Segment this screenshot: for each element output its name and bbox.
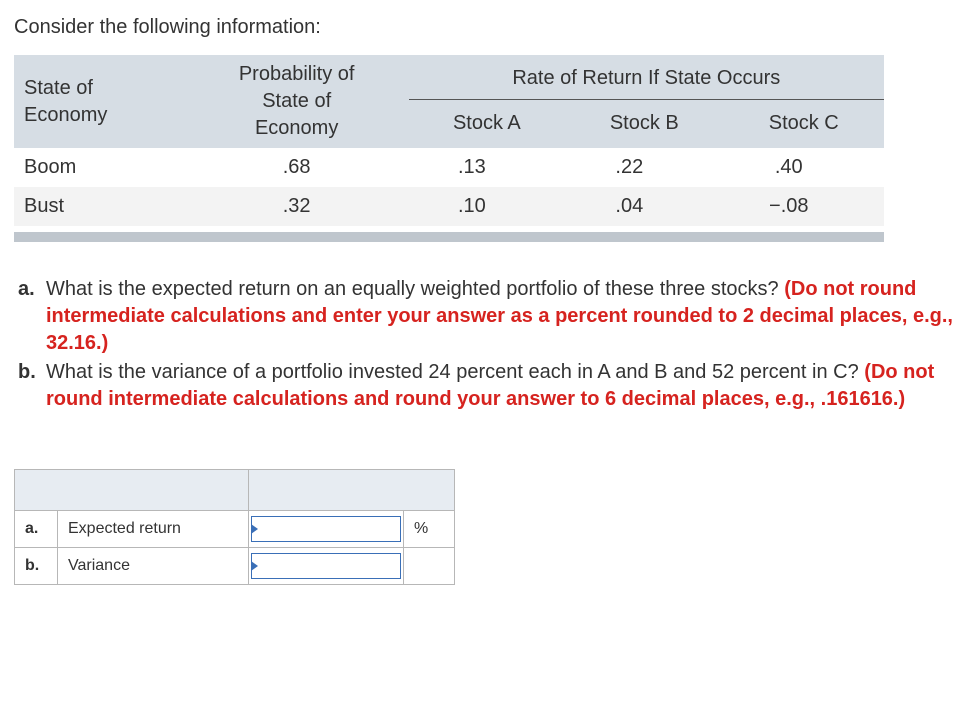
col-state-line1: State of (24, 75, 175, 102)
intro-text: Consider the following information: (14, 14, 959, 41)
answer-b-idx: b. (15, 548, 58, 585)
answer-b-label: Variance (58, 548, 249, 585)
rate-of-return-header: Rate of Return If State Occurs (409, 55, 884, 98)
stock-a-cell: .13 (409, 148, 565, 187)
question-b-text: What is the variance of a portfolio inve… (46, 361, 864, 383)
stock-b-cell: .22 (565, 148, 723, 187)
stock-b-cell: .04 (565, 187, 723, 226)
col-stock-a: Stock A (409, 100, 565, 148)
question-a-text: What is the expected return on an equall… (46, 278, 784, 300)
answer-header-blank (15, 470, 249, 511)
col-stock-b: Stock B (565, 100, 723, 148)
table-row: Boom .68 .13 .22 .40 (14, 148, 884, 187)
answer-a-unit: % (404, 511, 455, 548)
questions-block: a. What is the expected return on an equ… (14, 276, 959, 413)
table-row: Bust .32 .10 .04 −.08 (14, 187, 884, 226)
col-prob-line1: Probability of (195, 61, 399, 88)
col-prob-line3: Economy (195, 115, 399, 142)
data-table: State of Economy Probability of State of… (14, 55, 884, 226)
prob-cell: .68 (185, 148, 409, 187)
variance-input[interactable] (251, 553, 401, 579)
prob-cell: .32 (185, 187, 409, 226)
question-a-label: a. (18, 276, 46, 357)
stock-c-cell: −.08 (724, 187, 884, 226)
answer-b-unit (404, 548, 455, 585)
state-cell: Boom (14, 148, 185, 187)
expected-return-input[interactable] (251, 516, 401, 542)
question-b-label: b. (18, 359, 46, 413)
stock-a-cell: .10 (409, 187, 565, 226)
col-state-line2: Economy (24, 102, 175, 129)
col-stock-c: Stock C (724, 100, 884, 148)
col-prob-line2: State of (195, 88, 399, 115)
table-bottom-bar (14, 232, 884, 242)
answer-table: a. Expected return % b. Variance (14, 469, 455, 585)
answer-header-blank (249, 470, 455, 511)
stock-c-cell: .40 (724, 148, 884, 187)
answer-a-label: Expected return (58, 511, 249, 548)
answer-a-idx: a. (15, 511, 58, 548)
state-cell: Bust (14, 187, 185, 226)
